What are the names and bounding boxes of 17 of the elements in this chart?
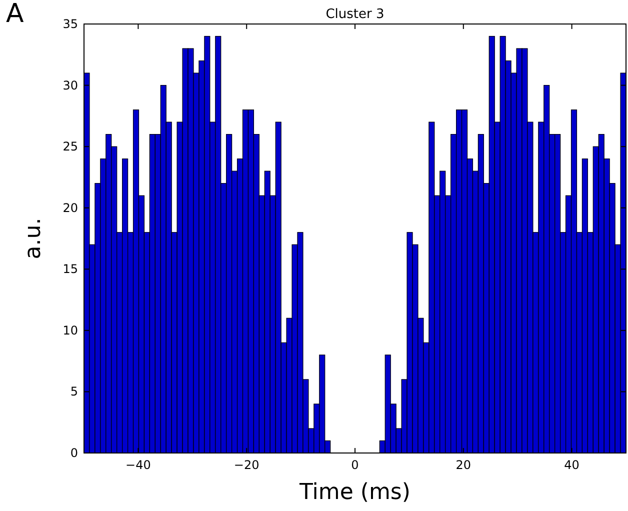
x-tick-label: 0 [351, 458, 359, 472]
x-tick-label: −40 [126, 458, 151, 472]
y-tick-label: 15 [62, 262, 78, 276]
y-tick-label: 20 [62, 200, 78, 215]
chart-title: Cluster 3 [326, 7, 384, 22]
y-tick-label: 25 [62, 140, 78, 154]
y-tick-label: 10 [62, 323, 78, 338]
x-tick-label: −20 [234, 458, 260, 472]
y-tick-label: 30 [62, 78, 78, 92]
x-tick-label: 20 [456, 458, 472, 472]
y-tick-label: 5 [70, 384, 78, 399]
y-tick-label: 35 [62, 17, 78, 31]
y-axis-title: a.u. [21, 218, 46, 260]
y-tick-label: 0 [70, 446, 78, 460]
x-axis-title: Time (ms) [298, 480, 410, 505]
x-tick-label: 40 [564, 458, 580, 472]
text: A [6, 0, 24, 29]
